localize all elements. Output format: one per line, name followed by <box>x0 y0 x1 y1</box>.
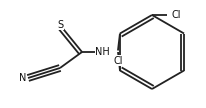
Text: N: N <box>19 73 26 83</box>
Text: NH: NH <box>95 47 110 57</box>
Text: Cl: Cl <box>172 10 181 20</box>
Text: S: S <box>57 20 63 30</box>
Text: Cl: Cl <box>113 56 123 65</box>
